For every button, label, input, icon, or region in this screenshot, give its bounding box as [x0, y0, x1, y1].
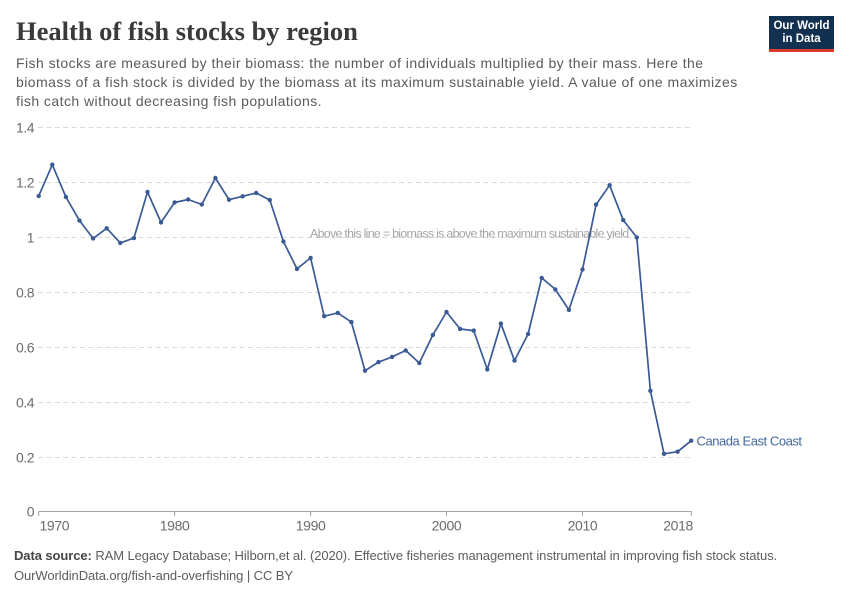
svg-text:2018: 2018 — [663, 518, 693, 534]
svg-text:Above this line = biomass is a: Above this line = biomass is above the m… — [310, 227, 629, 241]
svg-text:0.8: 0.8 — [16, 284, 35, 300]
svg-text:2000: 2000 — [432, 518, 462, 534]
svg-text:0.6: 0.6 — [16, 339, 35, 355]
svg-text:1.4: 1.4 — [16, 119, 35, 135]
svg-text:1980: 1980 — [160, 518, 190, 534]
svg-text:0.2: 0.2 — [16, 449, 35, 465]
svg-text:0: 0 — [27, 504, 35, 520]
svg-text:2010: 2010 — [568, 518, 598, 534]
svg-text:Canada East Coast: Canada East Coast — [697, 434, 803, 449]
svg-text:1.2: 1.2 — [16, 174, 35, 190]
svg-text:1970: 1970 — [40, 518, 70, 534]
svg-text:0.4: 0.4 — [16, 394, 35, 410]
svg-text:1: 1 — [27, 229, 35, 245]
svg-text:1990: 1990 — [296, 518, 326, 534]
